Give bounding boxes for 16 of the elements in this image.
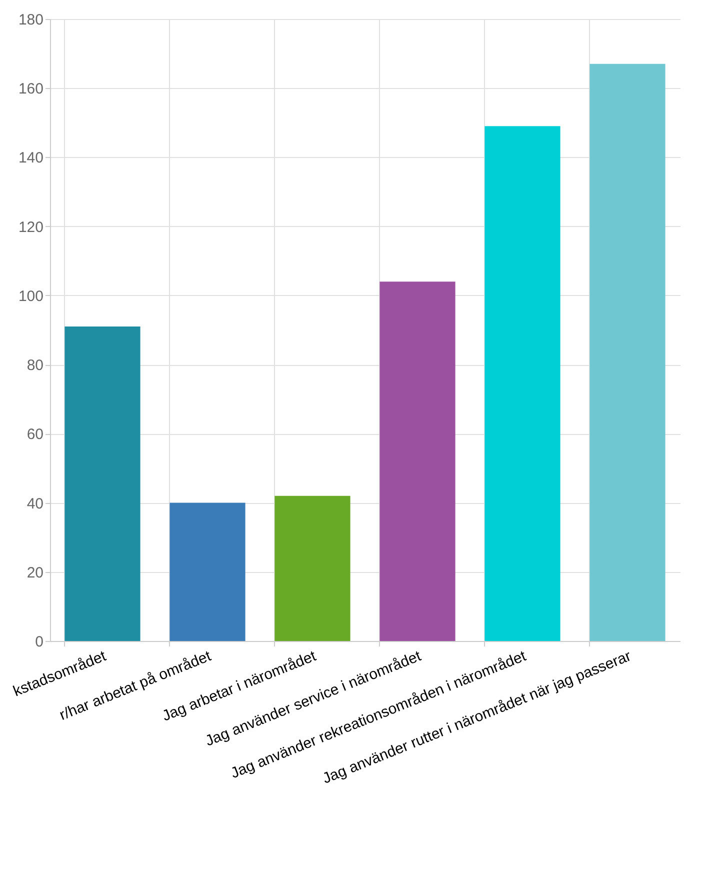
y-tick-label: 40 xyxy=(26,495,44,512)
bar xyxy=(64,326,140,641)
y-tick-label: 180 xyxy=(18,12,44,28)
y-tick-label: 120 xyxy=(18,218,44,236)
y-tick-label: 20 xyxy=(26,564,44,582)
y-tick-label: 160 xyxy=(18,80,44,98)
bar xyxy=(170,502,246,641)
bar xyxy=(484,126,560,641)
bar xyxy=(380,282,456,641)
y-tick-label: 0 xyxy=(35,634,44,650)
bar xyxy=(590,64,666,641)
y-tick-label: 140 xyxy=(18,150,44,167)
y-tick-label: 80 xyxy=(26,357,44,374)
y-tick-label: 60 xyxy=(26,426,44,444)
y-tick-label: 100 xyxy=(18,288,44,305)
bar xyxy=(274,496,350,641)
